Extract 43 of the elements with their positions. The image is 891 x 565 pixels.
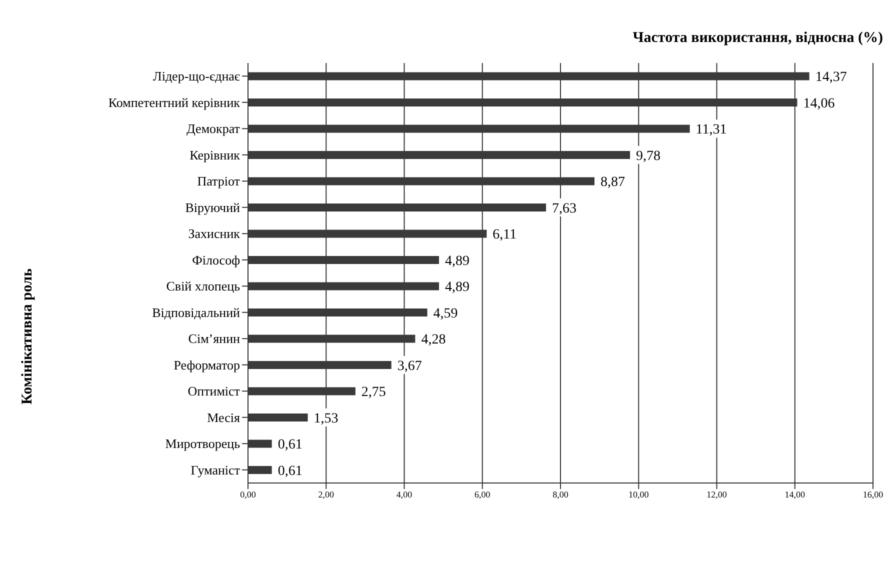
y-tick-label: Компетентний керівник <box>108 94 241 110</box>
y-tick-label: Свій хлопець <box>166 278 240 294</box>
data-label: 4,89 <box>445 254 470 269</box>
x-tick-label: 0,00 <box>240 489 256 500</box>
data-label: 6,11 <box>492 228 517 243</box>
data-label: 0,61 <box>278 438 302 453</box>
data-label: 0,61 <box>278 464 302 479</box>
data-label: 4,89 <box>445 280 470 296</box>
data-label: 3,67 <box>397 358 422 374</box>
x-tick-label: 8,00 <box>552 489 569 500</box>
x-tick-label: 12,00 <box>706 489 728 500</box>
y-tick-label: Віруючий <box>185 200 240 215</box>
y-tick-label: Миротворець <box>165 436 240 452</box>
data-label: 11,31 <box>696 122 727 138</box>
y-tick-label: Патріот <box>197 174 240 189</box>
x-tick-label: 14,00 <box>784 489 806 500</box>
data-label: 9,78 <box>636 148 661 164</box>
y-tick-label: Лідер-що-єднає <box>153 68 240 84</box>
data-label: 8,87 <box>600 175 625 190</box>
data-label: 4,59 <box>433 306 458 322</box>
y-tick-label: Керівник <box>190 147 241 162</box>
x-tick-label: 4,00 <box>396 489 413 500</box>
y-tick-label: Гуманіст <box>190 462 240 478</box>
y-axis-title: Комінікативна роль <box>20 267 36 407</box>
y-tick-label: Оптиміст <box>188 384 240 399</box>
x-axis-title: Частота використання, відносна (%) <box>632 30 883 47</box>
y-tick-label: Відповідальний <box>152 304 240 320</box>
y-tick-label: Сім’янин <box>188 331 240 346</box>
data-label: 4,28 <box>421 332 446 348</box>
data-label: 14,37 <box>815 70 847 86</box>
x-tick-label: 6,00 <box>474 489 491 500</box>
y-tick-label: Реформатор <box>174 357 240 372</box>
x-tick-label: 2,00 <box>318 489 334 500</box>
data-label: 14,06 <box>803 96 835 112</box>
x-tick-label: 16,00 <box>862 489 884 500</box>
data-label: 1,53 <box>314 411 338 426</box>
data-label: 2,75 <box>361 385 386 400</box>
y-tick-label: Демократ <box>186 121 240 136</box>
data-label: 7,63 <box>552 201 577 216</box>
y-tick-label: Захисник <box>188 226 241 242</box>
y-tick-label: Філософ <box>192 252 240 268</box>
x-tick-label: 10,00 <box>628 489 650 500</box>
y-tick-label: Месія <box>207 410 240 425</box>
